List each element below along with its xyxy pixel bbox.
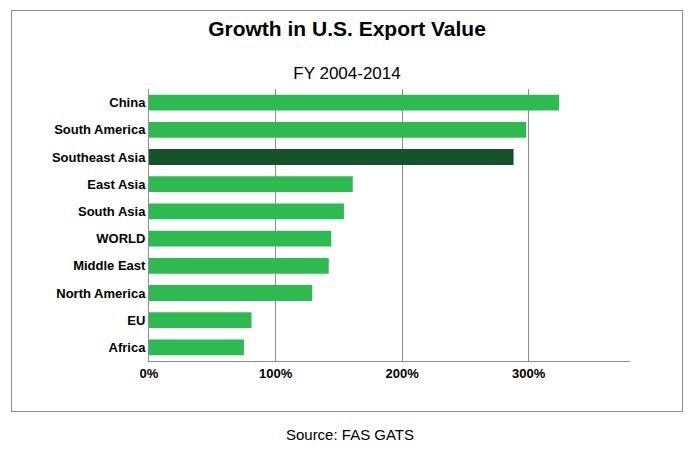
svg-text:100%: 100% — [259, 366, 293, 381]
svg-text:WORLD: WORLD — [96, 231, 145, 246]
svg-text:South Asia: South Asia — [78, 204, 146, 219]
svg-text:East Asia: East Asia — [87, 177, 146, 192]
svg-text:200%: 200% — [386, 366, 420, 381]
svg-text:Africa: Africa — [109, 340, 147, 355]
svg-text:Southeast Asia: Southeast Asia — [52, 150, 146, 165]
svg-text:FY 2004-2014: FY 2004-2014 — [293, 64, 400, 83]
svg-text:China: China — [109, 95, 146, 110]
html-text:Source: FAS GATS: Source: FAS GATS — [285, 426, 414, 443]
svg-text:EU: EU — [127, 313, 145, 328]
svg-text:300%: 300% — [512, 366, 546, 381]
svg-text:Growth in U.S. Export Value: Growth in U.S. Export Value — [208, 17, 486, 40]
svg-text:Middle East: Middle East — [73, 258, 146, 273]
svg-text:North America: North America — [56, 286, 146, 301]
svg-text:South America: South America — [54, 122, 146, 137]
svg-text:0%: 0% — [140, 366, 159, 381]
